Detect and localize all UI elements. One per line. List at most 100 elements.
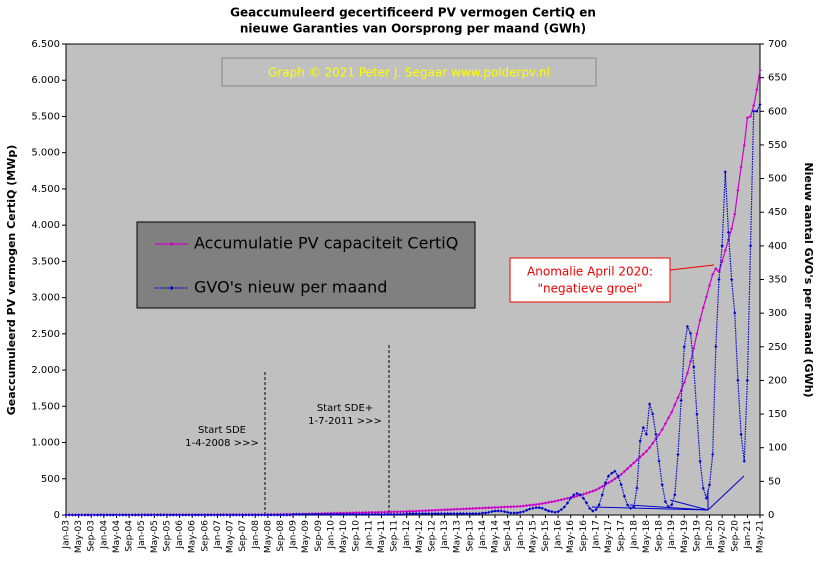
point: [465, 507, 469, 511]
y-tick-label: 3.500: [31, 256, 60, 267]
point: [518, 504, 522, 508]
point: [692, 365, 696, 369]
point: [632, 505, 636, 509]
point: [480, 511, 484, 515]
point: [509, 511, 513, 515]
point: [685, 371, 690, 375]
point: [660, 483, 664, 487]
x-tick-label: May-21: [756, 520, 766, 553]
point: [373, 510, 377, 514]
point: [588, 490, 592, 494]
point: [430, 508, 434, 512]
y2-tick-label: 100: [768, 443, 787, 454]
point: [319, 512, 324, 516]
point: [490, 506, 494, 510]
point: [124, 513, 128, 517]
x-tick-label: May-13: [453, 520, 463, 553]
point: [386, 510, 390, 514]
point: [572, 493, 576, 497]
annotation: 1-4-2008 >>>: [185, 438, 259, 449]
point: [200, 513, 204, 517]
point: [483, 506, 488, 510]
point: [455, 507, 459, 511]
point: [745, 378, 749, 383]
point: [118, 513, 122, 517]
point: [405, 509, 409, 514]
point: [606, 481, 611, 485]
point: [389, 510, 393, 514]
point: [477, 506, 481, 510]
point: [531, 506, 535, 510]
point: [181, 513, 185, 517]
point: [682, 345, 686, 349]
credit: Graph © 2021 Peter J. Segaar www.polderp…: [268, 66, 550, 80]
point: [736, 188, 740, 192]
point: [625, 467, 630, 471]
point: [707, 483, 712, 487]
x-tick-label: Jan-06: [175, 520, 185, 550]
x-tick-label: Sep-19: [692, 520, 702, 552]
point: [581, 496, 585, 500]
point: [726, 238, 731, 242]
x-tick-label: Sep-13: [465, 520, 475, 552]
point: [654, 432, 658, 436]
point: [367, 510, 371, 515]
point: [433, 512, 437, 516]
point: [575, 494, 579, 498]
point: [685, 325, 690, 329]
point: [632, 461, 636, 465]
point: [695, 332, 699, 336]
point: [578, 493, 582, 497]
point: [401, 510, 406, 514]
point: [73, 513, 78, 517]
point: [540, 501, 544, 506]
point: [714, 345, 718, 349]
point: [184, 513, 188, 517]
point: [591, 489, 595, 493]
point: [506, 510, 510, 514]
y-tick-label: 5.000: [31, 148, 60, 159]
point: [543, 508, 548, 512]
x-tick-label: Sep-04: [125, 520, 135, 552]
annotation: Anomalie April 2020:: [527, 265, 653, 279]
x-tick-label: May-14: [491, 520, 501, 553]
point: [730, 277, 734, 282]
point: [720, 244, 724, 248]
x-tick-label: May-05: [150, 520, 160, 553]
point: [704, 295, 708, 299]
point: [701, 306, 705, 310]
point: [436, 512, 440, 516]
point: [225, 513, 229, 517]
point: [644, 449, 649, 453]
point: [449, 512, 453, 516]
point: [730, 227, 734, 231]
point: [414, 509, 418, 513]
point: [521, 504, 526, 508]
y-axis-label: Geaccumuleerd PV vermogen CertiQ (MWp): [5, 145, 18, 416]
y2-tick-label: 450: [768, 207, 787, 218]
point: [408, 509, 412, 513]
x-tick-label: Sep-15: [541, 520, 551, 552]
y-tick-label: 4.500: [31, 184, 60, 195]
point: [733, 311, 737, 315]
point: [524, 508, 529, 512]
y2-tick-label: 350: [768, 275, 787, 286]
point: [458, 512, 462, 516]
point: [266, 513, 270, 517]
point: [424, 509, 428, 513]
point: [149, 513, 153, 517]
point: [591, 509, 595, 513]
point: [622, 469, 626, 474]
point: [383, 512, 387, 516]
point: [241, 513, 245, 517]
y-tick-label: 0: [54, 510, 60, 521]
point: [401, 512, 406, 516]
point: [114, 513, 119, 517]
point: [556, 498, 560, 503]
point: [673, 403, 677, 407]
point: [644, 432, 649, 436]
point: [603, 481, 608, 485]
point: [332, 512, 336, 516]
point: [616, 474, 620, 478]
point: [152, 513, 156, 517]
